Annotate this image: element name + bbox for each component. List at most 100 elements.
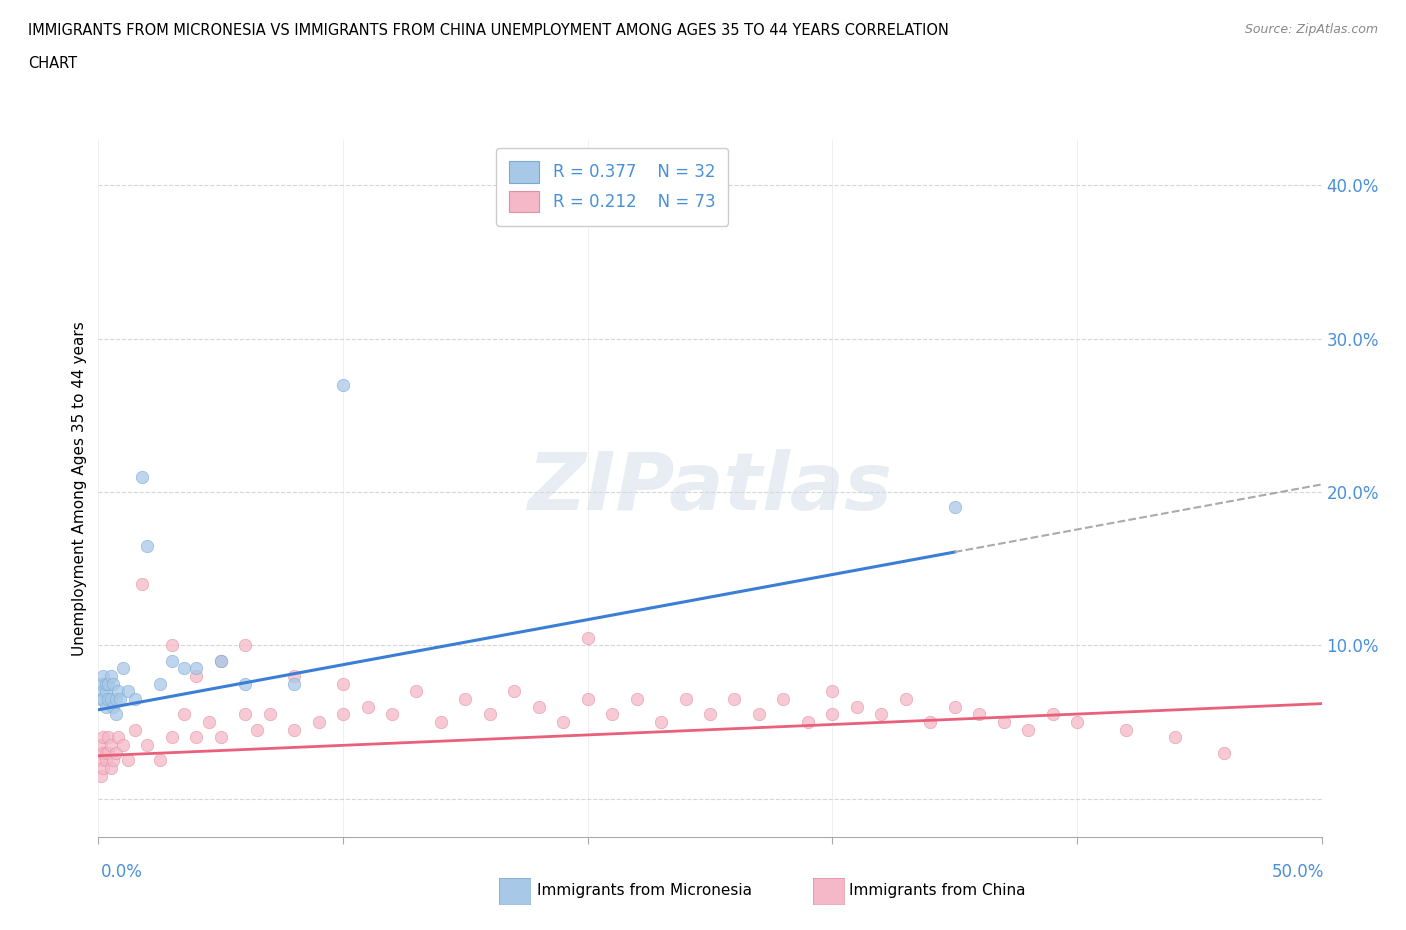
Point xyxy=(1164,730,1187,745)
Point xyxy=(107,730,129,745)
Point xyxy=(136,538,159,553)
Point xyxy=(160,638,183,653)
Point xyxy=(117,684,139,698)
Point xyxy=(332,378,354,392)
Point xyxy=(100,737,122,752)
Point xyxy=(173,707,195,722)
Point xyxy=(821,684,844,698)
Point xyxy=(699,707,721,722)
Point xyxy=(246,723,269,737)
Point xyxy=(1115,723,1137,737)
Point xyxy=(97,692,120,707)
Point xyxy=(600,707,623,722)
Point xyxy=(626,692,648,707)
Point xyxy=(91,730,114,745)
Point xyxy=(90,737,112,752)
Point xyxy=(675,692,697,707)
Point xyxy=(186,661,208,676)
Point xyxy=(1017,723,1039,737)
Point xyxy=(100,761,122,776)
Point xyxy=(943,699,966,714)
Point xyxy=(104,692,127,707)
Point xyxy=(90,753,112,768)
Point xyxy=(94,676,117,691)
Point xyxy=(110,692,132,707)
Point xyxy=(90,676,112,691)
Point xyxy=(124,723,146,737)
Point xyxy=(131,577,153,591)
Point xyxy=(967,707,990,722)
Point xyxy=(91,761,114,776)
Point xyxy=(920,714,942,729)
Point xyxy=(160,653,183,668)
Point xyxy=(993,714,1015,729)
Point xyxy=(149,753,172,768)
Point xyxy=(136,737,159,752)
Point xyxy=(209,653,232,668)
Point xyxy=(90,692,112,707)
Point xyxy=(723,692,745,707)
Y-axis label: Unemployment Among Ages 35 to 44 years: Unemployment Among Ages 35 to 44 years xyxy=(72,321,87,656)
Legend: R = 0.377    N = 32, R = 0.212    N = 73: R = 0.377 N = 32, R = 0.212 N = 73 xyxy=(496,148,728,226)
Point xyxy=(100,692,122,707)
Point xyxy=(97,676,120,691)
Point xyxy=(124,692,146,707)
Text: Source: ZipAtlas.com: Source: ZipAtlas.com xyxy=(1244,23,1378,36)
Point xyxy=(91,692,114,707)
Text: Immigrants from China: Immigrants from China xyxy=(849,884,1026,898)
Point xyxy=(233,676,256,691)
Text: ZIPatlas: ZIPatlas xyxy=(527,449,893,527)
Point xyxy=(748,707,770,722)
Point xyxy=(94,699,117,714)
Point xyxy=(821,707,844,722)
Point xyxy=(186,669,208,684)
Point xyxy=(111,737,134,752)
Point xyxy=(94,745,117,760)
Point xyxy=(381,707,404,722)
Point xyxy=(90,768,112,783)
Point xyxy=(283,669,305,684)
Point xyxy=(503,684,526,698)
Point xyxy=(845,699,868,714)
Point xyxy=(131,470,153,485)
Point xyxy=(356,699,378,714)
Point xyxy=(308,714,330,729)
Point xyxy=(111,661,134,676)
Point xyxy=(430,714,453,729)
Point xyxy=(186,730,208,745)
Point xyxy=(405,684,427,698)
Point xyxy=(283,723,305,737)
Point xyxy=(576,692,599,707)
Point xyxy=(797,714,820,729)
Point xyxy=(332,676,354,691)
Point xyxy=(478,707,501,722)
Point xyxy=(117,753,139,768)
Point xyxy=(1212,745,1234,760)
Text: Immigrants from Micronesia: Immigrants from Micronesia xyxy=(537,884,752,898)
Point xyxy=(149,676,172,691)
Point xyxy=(259,707,281,722)
Point xyxy=(100,669,122,684)
Point xyxy=(94,753,117,768)
Text: IMMIGRANTS FROM MICRONESIA VS IMMIGRANTS FROM CHINA UNEMPLOYMENT AMONG AGES 35 T: IMMIGRANTS FROM MICRONESIA VS IMMIGRANTS… xyxy=(28,23,949,38)
Text: 0.0%: 0.0% xyxy=(101,863,143,881)
Point xyxy=(97,730,120,745)
Point xyxy=(209,730,232,745)
Point xyxy=(1066,714,1088,729)
Point xyxy=(160,730,183,745)
Point xyxy=(233,638,256,653)
Point xyxy=(104,745,127,760)
Point xyxy=(209,653,232,668)
Point xyxy=(454,692,477,707)
Point xyxy=(107,684,129,698)
Point xyxy=(576,631,599,645)
Text: CHART: CHART xyxy=(28,56,77,71)
Point xyxy=(943,500,966,515)
Point xyxy=(91,669,114,684)
Point xyxy=(101,676,124,691)
Point xyxy=(772,692,794,707)
Point xyxy=(233,707,256,722)
Point xyxy=(101,699,124,714)
Point xyxy=(104,707,127,722)
Point xyxy=(97,745,120,760)
